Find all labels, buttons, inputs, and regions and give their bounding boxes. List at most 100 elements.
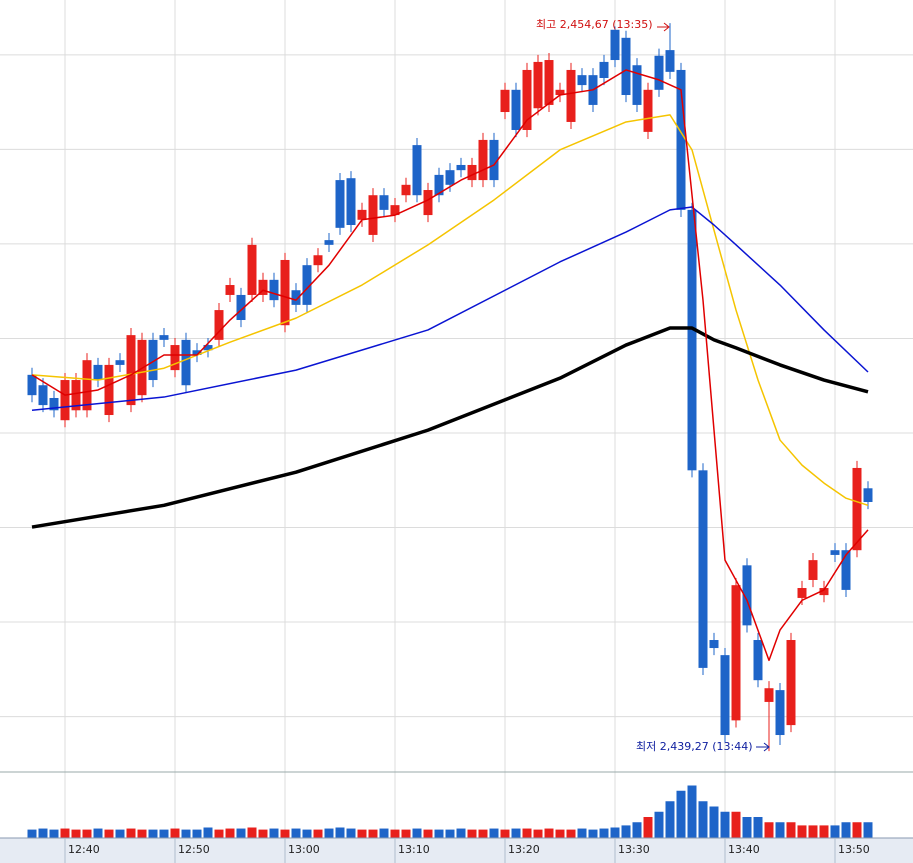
candle-body	[511, 89, 521, 130]
candle-body	[159, 335, 169, 340]
candle-body	[423, 190, 433, 216]
candle-body	[379, 195, 389, 210]
candle-body	[280, 259, 290, 326]
candle-body	[522, 69, 532, 130]
x-axis: 12:40 12:50 13:00 13:10 13:20 13:30 13:40 13:50	[64, 838, 870, 863]
candle-body	[434, 174, 444, 196]
volume-bar	[148, 829, 158, 838]
volume-bar	[291, 828, 301, 838]
volume-bar	[522, 828, 532, 838]
volume-bar	[764, 822, 774, 838]
candle-body	[632, 65, 642, 105]
candle-body	[676, 69, 686, 210]
volume-bar	[687, 785, 697, 838]
candle-body	[830, 550, 840, 555]
volume-bar	[632, 822, 642, 838]
volume-bar	[841, 822, 851, 838]
candle-body	[115, 360, 125, 365]
volume-bar	[49, 829, 59, 838]
candle-body	[665, 50, 675, 72]
candle-body	[687, 209, 697, 471]
candle-body	[797, 588, 807, 598]
volume-bar	[808, 825, 818, 838]
x-tick-label: 12:50	[178, 843, 210, 856]
candle-body	[456, 164, 466, 171]
candle-body	[643, 89, 653, 132]
volume-bar	[863, 822, 873, 838]
volume-bar	[456, 828, 466, 838]
candle-body	[555, 89, 565, 96]
volume-bar	[852, 822, 862, 838]
candle-body	[203, 345, 213, 351]
volume-bar	[665, 801, 675, 838]
candle-body	[577, 75, 587, 86]
volume-bar	[269, 828, 279, 838]
candle-body	[60, 380, 70, 421]
volume-bar	[302, 829, 312, 838]
candle-body	[192, 350, 202, 355]
candle-body	[258, 279, 268, 295]
volume-bar	[610, 827, 620, 838]
candle-body	[104, 364, 114, 416]
candle-body	[247, 244, 257, 295]
volume-bar	[599, 828, 609, 838]
volume-bar	[676, 790, 686, 838]
volume-bar	[621, 825, 631, 838]
moving-average-line	[31, 326, 869, 529]
x-tick-label: 13:50	[838, 843, 870, 856]
volume-bar	[313, 829, 323, 838]
candle-body	[49, 397, 59, 411]
volume-bar	[775, 822, 785, 838]
volume-bar	[38, 828, 48, 838]
volume-bar	[577, 828, 587, 838]
candle-body	[786, 640, 796, 726]
volume-bar	[797, 825, 807, 838]
candle-body	[335, 180, 345, 228]
volume-bar	[412, 828, 422, 838]
candle-body	[170, 345, 180, 371]
x-tick-label: 13:20	[508, 843, 540, 856]
candle-body	[214, 310, 224, 340]
volume-bar	[357, 829, 367, 838]
volume-bar	[368, 829, 378, 838]
candle-body	[841, 550, 851, 590]
volume-bar	[214, 829, 224, 838]
volume-bar	[720, 811, 730, 838]
volume-bar	[247, 827, 257, 838]
volume-bar	[588, 829, 598, 838]
candle-body	[654, 55, 664, 90]
candle-body	[709, 640, 719, 649]
grid	[0, 0, 913, 838]
volume-bar	[137, 829, 147, 838]
candle-body	[181, 339, 191, 386]
volume-bar	[71, 829, 81, 838]
candle-body	[302, 265, 312, 305]
candle-body	[566, 69, 576, 122]
volume-bar	[159, 829, 169, 838]
volume-bar	[566, 829, 576, 838]
candle-body	[467, 164, 477, 181]
volume-bar	[742, 817, 752, 838]
volume-bar	[731, 811, 741, 838]
candle-body	[852, 467, 862, 551]
low-arrow	[756, 742, 770, 752]
candle-body	[324, 240, 334, 245]
volume-bar	[753, 817, 763, 838]
volume-bar	[27, 829, 37, 838]
x-tick-label: 13:10	[398, 843, 430, 856]
low-annotation: 최저 2,439,27 (13:44)	[636, 740, 753, 753]
candle-body	[357, 209, 367, 220]
volume-bar	[698, 801, 708, 838]
volume-bar	[654, 811, 664, 838]
volume-bar	[445, 829, 455, 838]
volume-bar	[511, 828, 521, 838]
candle-body	[126, 335, 136, 406]
candle-body	[698, 470, 708, 668]
volume-bar	[104, 829, 114, 838]
candle-body	[445, 170, 455, 185]
candle-body	[225, 285, 235, 295]
candle-body	[390, 205, 400, 216]
volume-bar	[181, 829, 191, 838]
